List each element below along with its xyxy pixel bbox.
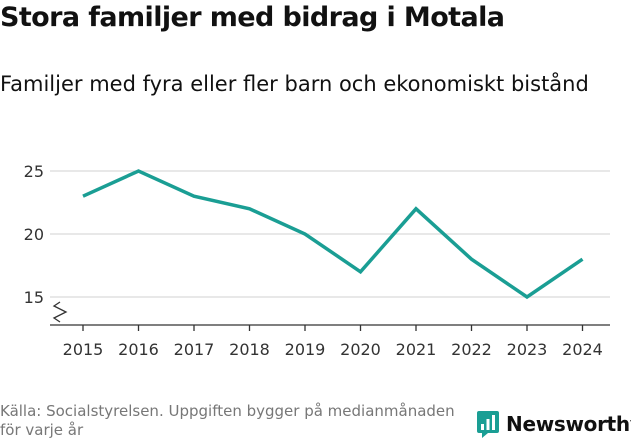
axis-break-marker [52,301,68,323]
series [82,169,584,300]
chart-subtitle: Familjer med fyra eller fler barn och ek… [0,72,589,96]
x-tick-label: 2016 [118,340,159,359]
x-tick-label: 2020 [340,340,381,359]
newsworthy-logo-icon [477,411,499,438]
line-chart: 15 20 25 2015 2016 2017 2018 2019 2020 2021 2022 20… [24,162,610,359]
x-tick-label: 2024 [562,340,603,359]
series-line [82,169,584,300]
x-tick-label: 2018 [229,340,270,359]
brand-logo: Newsworthy [476,408,631,440]
tick-labels: 15 20 25 2015 2016 2017 2018 2019 2020 2021 2022 20… [24,162,603,359]
gridlines [50,170,610,298]
y-tick-label: 15 [24,288,44,307]
y-tick-label: 20 [24,225,44,244]
source-note: Källa: Socialstyrelsen. Uppgiften bygger… [0,402,455,439]
axes [50,301,610,331]
chart-title: Stora familjer med bidrag i Motala [0,2,505,33]
x-tick-label: 2021 [396,340,437,359]
y-tick-label: 25 [24,162,44,181]
x-tick-label: 2015 [63,340,104,359]
x-tick-label: 2019 [285,340,326,359]
x-tick-label: 2022 [451,340,492,359]
x-tick-label: 2023 [507,340,548,359]
brand-name: Newsworthy [506,412,631,436]
x-tick-label: 2017 [174,340,215,359]
